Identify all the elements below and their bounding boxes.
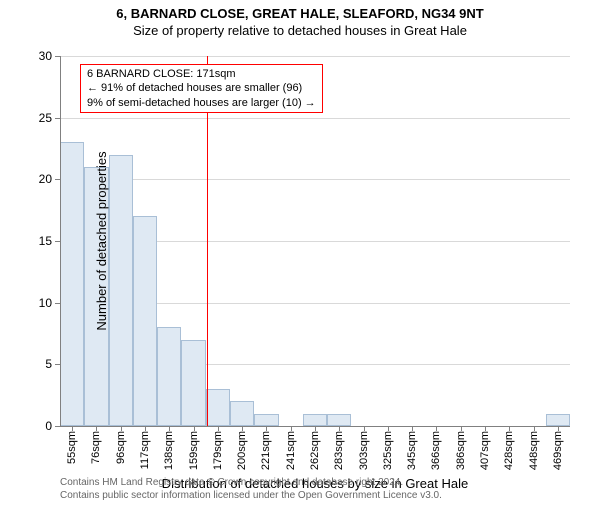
xtick-label: 159sqm [188, 431, 200, 470]
xtick-label: 96sqm [115, 431, 127, 464]
page-title-2: Size of property relative to detached ho… [0, 23, 600, 38]
xtick-label: 325sqm [382, 431, 394, 470]
xtick-label: 283sqm [333, 431, 345, 470]
histogram-bar [109, 155, 133, 426]
xtick-label: 407sqm [479, 431, 491, 470]
ytick-label: 5 [45, 357, 52, 371]
xtick-label: 428sqm [503, 431, 515, 470]
gridline [60, 179, 570, 180]
y-axis-label: Number of detached properties [94, 151, 109, 330]
annotation-line: 6 BARNARD CLOSE: 171sqm [87, 67, 316, 81]
ytick-label: 20 [39, 172, 52, 186]
xtick-label: 241sqm [285, 431, 297, 470]
histogram-bar [60, 142, 84, 426]
xtick-label: 469sqm [552, 431, 564, 470]
gridline [60, 118, 570, 119]
histogram-bar [303, 414, 327, 426]
xtick-label: 55sqm [66, 431, 78, 464]
xtick-label: 448sqm [528, 431, 540, 470]
chart-plot: 05101520253055sqm76sqm96sqm117sqm138sqm1… [60, 56, 570, 426]
annotation-line: ← 91% of detached houses are smaller (96… [87, 81, 316, 95]
xtick-label: 200sqm [236, 431, 248, 470]
histogram-bar [327, 414, 351, 426]
ytick-label: 0 [45, 419, 52, 433]
ytick-label: 25 [39, 111, 52, 125]
histogram-bar [181, 340, 205, 426]
footer: Contains HM Land Registry data © Crown c… [60, 476, 442, 502]
footer-line-1: Contains HM Land Registry data © Crown c… [60, 476, 442, 489]
histogram-bar [546, 414, 570, 426]
y-axis-line [60, 56, 61, 426]
xtick-label: 117sqm [139, 431, 151, 469]
xtick-label: 366sqm [430, 431, 442, 470]
histogram-bar [230, 401, 254, 426]
xtick-label: 345sqm [406, 431, 418, 470]
annotation-box: 6 BARNARD CLOSE: 171sqm← 91% of detached… [80, 64, 323, 113]
xtick-label: 303sqm [358, 431, 370, 470]
ytick-label: 15 [39, 234, 52, 248]
xtick-label: 76sqm [90, 431, 102, 464]
page-title-1: 6, BARNARD CLOSE, GREAT HALE, SLEAFORD, … [0, 6, 600, 21]
gridline [60, 56, 570, 57]
histogram-bar [254, 414, 278, 426]
ytick-label: 30 [39, 49, 52, 63]
xtick-label: 138sqm [163, 431, 175, 470]
footer-line-2: Contains public sector information licen… [60, 489, 442, 502]
histogram-bar [157, 327, 181, 426]
ytick-label: 10 [39, 296, 52, 310]
x-axis-line [60, 426, 570, 427]
chart-container: 05101520253055sqm76sqm96sqm117sqm138sqm1… [60, 56, 570, 426]
xtick-label: 386sqm [455, 431, 467, 470]
xtick-label: 221sqm [260, 431, 272, 470]
histogram-bar [133, 216, 157, 426]
xtick-label: 179sqm [212, 431, 224, 470]
histogram-bar [206, 389, 230, 426]
xtick-label: 262sqm [309, 431, 321, 470]
annotation-line: 9% of semi-detached houses are larger (1… [87, 96, 316, 110]
